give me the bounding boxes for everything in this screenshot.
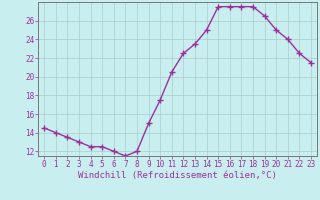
X-axis label: Windchill (Refroidissement éolien,°C): Windchill (Refroidissement éolien,°C) xyxy=(78,171,277,180)
